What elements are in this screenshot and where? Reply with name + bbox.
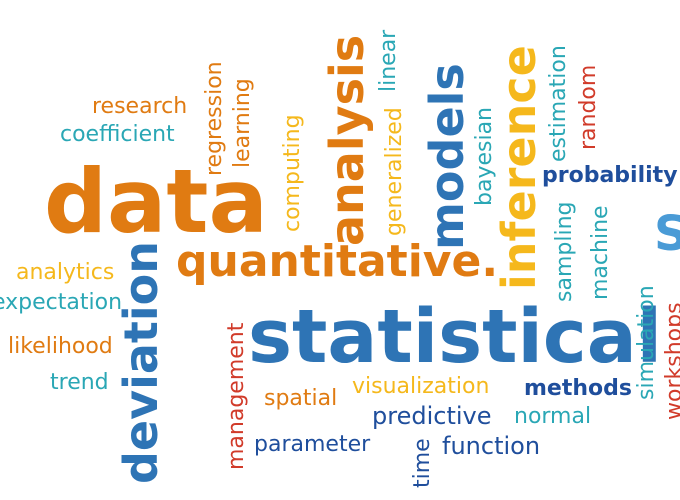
word-random: random: [576, 64, 601, 150]
word-computing: computing: [280, 114, 305, 232]
word-bayesian: bayesian: [472, 107, 497, 206]
word-deviation: deviation: [114, 240, 168, 484]
word-visualization: visualization: [352, 374, 490, 399]
word-simulation: simulation: [634, 285, 659, 400]
word-normal: normal: [514, 404, 592, 429]
word-coefficient: coefficient: [60, 122, 175, 147]
word-analytics: analytics: [16, 260, 115, 285]
word-management: management: [224, 322, 249, 470]
word-models: models: [420, 63, 474, 250]
word-machine: machine: [588, 205, 613, 300]
word-trend: trend: [50, 370, 109, 395]
word-inference: inference: [492, 45, 546, 290]
word-regression: regression: [202, 61, 227, 176]
word-expectation: expectation: [0, 290, 123, 315]
word-workshops: workshops: [662, 302, 680, 420]
word-probability: probability: [542, 163, 678, 188]
word-likelihood: likelihood: [8, 334, 113, 359]
word-estimation: estimation: [546, 45, 571, 162]
word-spatial: spatial: [264, 386, 338, 411]
word-data: data: [44, 150, 268, 253]
word-methods: methods: [524, 376, 632, 401]
word-learning: learning: [230, 78, 255, 168]
word-analysis: analysis: [320, 34, 374, 246]
word-parameter: parameter: [254, 432, 371, 457]
word-quantitative: quantitative.: [176, 236, 499, 287]
edge-glyph: S: [654, 206, 680, 262]
word-sampling: sampling: [552, 201, 577, 302]
word-statistical: statistical: [248, 294, 663, 380]
word-function: function: [442, 432, 541, 460]
word-generalized: generalized: [382, 107, 407, 236]
word-research: research: [92, 94, 188, 119]
word-time: time: [410, 438, 435, 488]
word-linear: linear: [376, 29, 401, 92]
word-predictive: predictive: [372, 402, 492, 430]
